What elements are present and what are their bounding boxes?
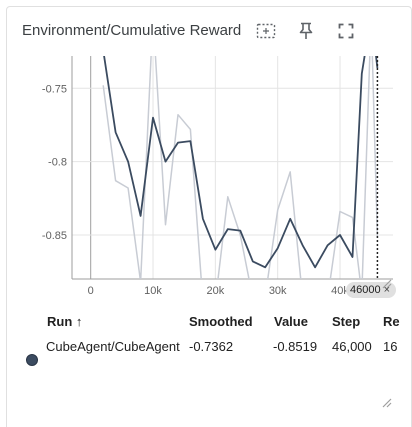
chart-title: Environment/Cumulative Reward xyxy=(22,22,242,39)
x-tick-label: 10k xyxy=(144,285,162,297)
x-tick-label: 30k xyxy=(269,285,287,297)
y-tick-label: -0.75 xyxy=(42,83,67,95)
run-column-header[interactable]: Run ↑ xyxy=(47,314,82,329)
run-header-label: Run xyxy=(47,314,73,329)
x-tick-label: 20k xyxy=(206,285,224,297)
step-column-header[interactable]: Step xyxy=(332,314,361,329)
relative-value-cell: 16 xyxy=(383,339,398,354)
pin-button[interactable] xyxy=(294,19,318,43)
close-icon[interactable]: × xyxy=(383,284,391,296)
relative-column-header[interactable]: Re xyxy=(383,314,400,329)
sort-ascending-icon: ↑ xyxy=(75,314,83,329)
x-tick-label: 0 xyxy=(88,285,94,297)
value-column-header[interactable]: Value xyxy=(274,314,308,329)
run-color-swatch xyxy=(26,354,38,366)
chart-card xyxy=(6,6,412,427)
step-value-cell: 46,000 xyxy=(332,339,372,354)
hover-step-chip[interactable]: 46000 × xyxy=(346,282,396,298)
pin-icon xyxy=(299,22,313,39)
line-chart[interactable]: 0 10k 20k 30k 40k -0.75 -0.8 -0.85 xyxy=(0,0,412,300)
y-tick-label: -0.8 xyxy=(48,157,67,169)
smoothed-column-header[interactable]: Smoothed xyxy=(189,314,253,329)
fit-domain-icon xyxy=(256,23,276,39)
series-line-smoothed xyxy=(103,56,379,269)
y-tick-label: -0.85 xyxy=(42,230,67,242)
fullscreen-icon xyxy=(338,23,354,39)
fullscreen-button[interactable] xyxy=(334,19,358,43)
fit-domain-button[interactable] xyxy=(254,19,278,43)
chart-resize-handle-icon[interactable] xyxy=(380,277,392,289)
run-name-cell: CubeAgent/CubeAgent xyxy=(46,339,180,354)
table-resize-handle-icon[interactable] xyxy=(380,396,392,408)
hover-step-label: 46000 xyxy=(350,284,381,296)
x-tick-label: 40k xyxy=(331,285,349,297)
series-line-raw xyxy=(102,56,379,279)
smoothed-value-cell: -0.7362 xyxy=(189,339,234,354)
raw-value-cell: -0.8519 xyxy=(273,339,318,354)
